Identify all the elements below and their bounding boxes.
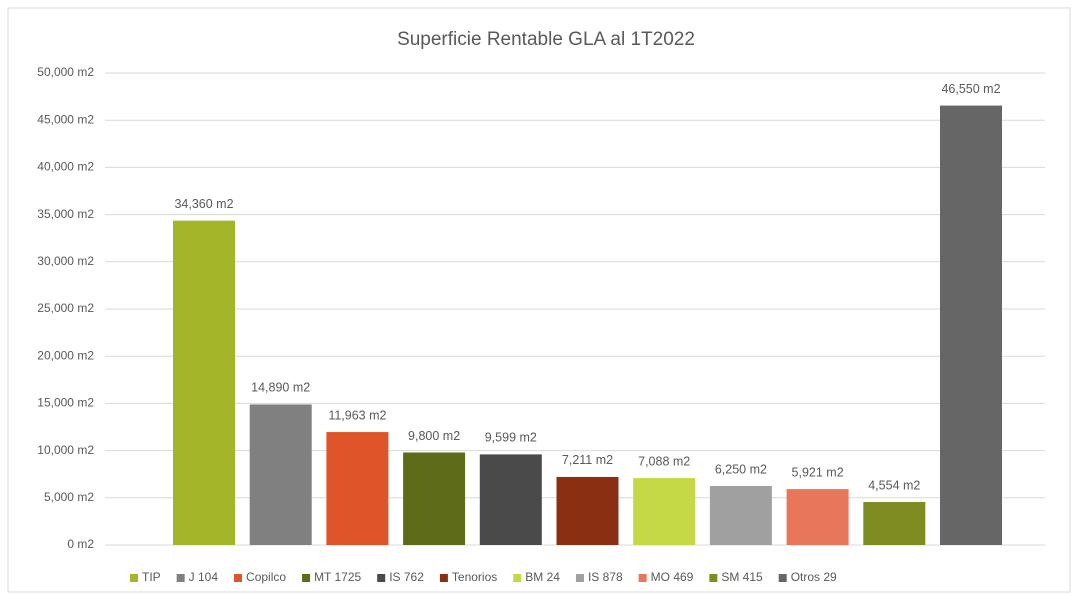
bar <box>633 478 696 545</box>
data-label: 5,921 m2 <box>792 465 844 479</box>
y-tick-label: 15,000 m2 <box>37 396 94 410</box>
legend-swatch <box>513 574 522 582</box>
bar <box>479 454 542 545</box>
legend-label: IS 878 <box>588 570 623 584</box>
y-tick-label: 0 m2 <box>67 537 94 551</box>
legend-swatch <box>439 574 448 582</box>
legend-swatch <box>176 574 185 582</box>
legend-swatch <box>709 574 718 582</box>
y-tick-label: 10,000 m2 <box>37 443 94 457</box>
legend-label: IS 762 <box>389 570 424 584</box>
bar <box>940 105 1002 546</box>
legend-swatch <box>302 574 311 582</box>
legend-swatch <box>130 574 138 582</box>
legend-label: MO 469 <box>651 570 694 584</box>
legend-label: TIP <box>142 570 161 584</box>
bar <box>249 404 312 545</box>
legend-label: Tenorios <box>452 570 497 584</box>
legend-label: SM 415 <box>721 570 763 584</box>
chart-title: Superficie Rentable GLA al 1T2022 <box>397 29 695 50</box>
data-label: 14,890 m2 <box>251 381 310 395</box>
data-label: 7,211 m2 <box>562 453 613 467</box>
legend-swatch <box>234 574 243 582</box>
data-label: 46,550 m2 <box>941 82 1000 96</box>
y-tick-label: 20,000 m2 <box>37 348 94 362</box>
data-label: 9,800 m2 <box>408 429 460 443</box>
legend-swatch <box>377 574 386 582</box>
y-tick-label: 25,000 m2 <box>37 301 94 315</box>
bar <box>403 452 466 545</box>
legend-swatch <box>575 574 584 582</box>
bar <box>786 489 849 545</box>
y-tick-label: 30,000 m2 <box>37 254 94 268</box>
y-tick-label: 50,000 m2 <box>37 65 94 79</box>
legend-label: J 104 <box>189 570 219 584</box>
data-label: 4,554 m2 <box>868 478 920 492</box>
legend-swatch <box>638 574 647 582</box>
bar <box>173 220 235 545</box>
bar <box>709 486 772 545</box>
legend-label: Otros 29 <box>791 570 837 584</box>
bar <box>326 432 389 545</box>
bar <box>863 502 926 545</box>
legend-label: BM 24 <box>525 570 560 584</box>
bar <box>556 476 619 545</box>
data-label: 11,963 m2 <box>328 408 386 422</box>
y-tick-label: 40,000 m2 <box>37 160 94 174</box>
data-label: 6,250 m2 <box>715 462 767 476</box>
y-tick-label: 5,000 m2 <box>44 490 94 504</box>
data-label: 7,088 m2 <box>638 454 690 468</box>
y-tick-label: 45,000 m2 <box>37 112 94 126</box>
y-tick-label: 35,000 m2 <box>37 207 94 221</box>
legend-swatch <box>778 574 787 582</box>
data-label: 34,360 m2 <box>174 197 233 211</box>
data-label: 9,599 m2 <box>485 431 537 445</box>
legend-label: MT 1725 <box>314 570 361 584</box>
legend-label: Copilco <box>246 570 286 584</box>
